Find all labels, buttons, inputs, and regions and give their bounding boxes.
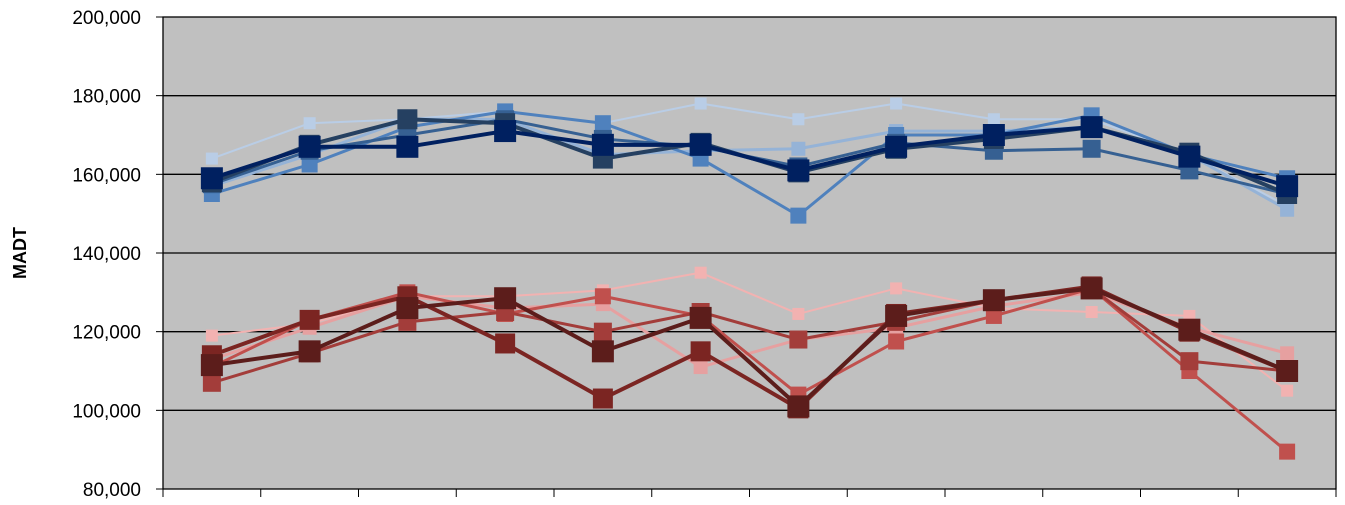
data-point-marker: [1178, 145, 1201, 168]
data-point-marker: [591, 340, 614, 363]
y-tick-label: 180,000: [72, 87, 141, 108]
data-point-marker: [298, 135, 321, 158]
data-point-marker: [1280, 202, 1295, 217]
data-point-marker: [301, 156, 318, 173]
data-point-marker: [494, 287, 517, 310]
data-point-marker: [1180, 352, 1199, 371]
data-point-marker: [200, 167, 223, 190]
data-point-marker: [689, 133, 712, 156]
data-point-marker: [396, 135, 419, 158]
series-line: [211, 125, 1288, 189]
data-point-marker: [205, 329, 218, 342]
data-point-marker: [885, 304, 908, 327]
data-point-marker: [690, 341, 711, 362]
data-point-marker: [694, 266, 707, 279]
series: [200, 277, 1299, 418]
data-point-marker: [396, 297, 419, 320]
data-point-marker: [1080, 277, 1103, 300]
data-point-marker: [1280, 346, 1295, 361]
data-point-marker: [789, 330, 808, 349]
y-tick-label: 200,000: [72, 8, 141, 29]
data-point-marker: [985, 307, 1002, 324]
data-point-marker: [888, 333, 905, 350]
data-point-marker: [885, 135, 908, 158]
series-group: [200, 97, 1299, 460]
y-tick-label: 80,000: [83, 480, 141, 500]
series: [200, 116, 1299, 198]
y-tick-label: 160,000: [72, 165, 141, 186]
series-line: [211, 109, 1288, 218]
data-point-marker: [1279, 443, 1296, 460]
data-point-marker: [982, 289, 1005, 312]
data-point-marker: [982, 124, 1005, 146]
plot-border: [162, 16, 1337, 490]
data-point-marker: [1085, 306, 1098, 318]
data-point-marker: [694, 97, 707, 110]
data-point-marker: [591, 133, 614, 156]
data-point-marker: [792, 113, 805, 126]
data-point-marker: [1276, 360, 1299, 382]
data-point-marker: [495, 333, 516, 354]
y-tick-label: 100,000: [72, 401, 141, 422]
data-point-marker: [592, 388, 613, 409]
data-point-marker: [890, 282, 903, 295]
data-point-marker: [787, 395, 810, 418]
data-point-marker: [787, 159, 810, 182]
data-point-marker: [792, 307, 805, 320]
data-point-marker: [1281, 384, 1294, 397]
data-point-marker: [987, 113, 1000, 126]
y-tick-label: 140,000: [72, 244, 141, 265]
y-axis-label: MADT: [10, 227, 30, 279]
x-axis-ticks: [162, 489, 1337, 497]
data-point-marker: [693, 360, 708, 375]
series-line: [211, 286, 1288, 409]
series-line: [211, 102, 1288, 207]
data-point-marker: [890, 97, 903, 110]
data-point-marker: [494, 120, 517, 143]
data-point-marker: [1082, 139, 1101, 158]
data-point-marker: [1178, 318, 1201, 341]
data-point-marker: [303, 117, 316, 130]
y-tick-label: 120,000: [72, 323, 141, 344]
y-axis-tick-labels: 80,000 100,000 120,000 140,000 160,000 180,00…: [72, 8, 163, 501]
data-point-marker: [689, 306, 712, 329]
data-point-marker: [1080, 116, 1103, 139]
data-point-marker: [790, 207, 807, 224]
data-point-marker: [594, 115, 611, 132]
data-point-marker: [593, 322, 612, 341]
data-point-marker: [1276, 175, 1299, 198]
data-point-marker: [200, 354, 223, 377]
data-point-marker: [397, 109, 418, 130]
data-point-marker: [202, 373, 221, 392]
data-point-marker: [299, 309, 320, 330]
data-point-marker: [298, 340, 321, 363]
series-line: [211, 286, 1288, 385]
data-point-marker: [205, 152, 218, 165]
data-point-marker: [791, 141, 806, 156]
data-point-marker: [594, 288, 611, 305]
